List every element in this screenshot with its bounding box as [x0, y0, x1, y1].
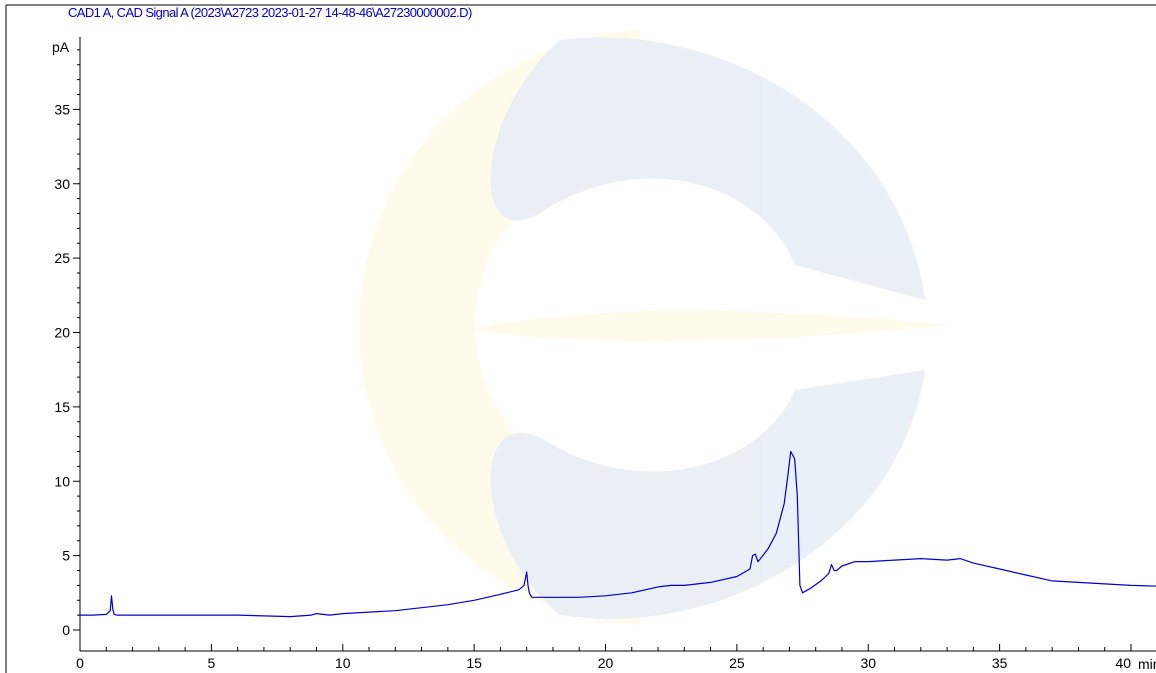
- y-tick-label: 10: [54, 473, 70, 489]
- x-ticks: 0 5 10 15 20 25 30 35 40: [76, 644, 1132, 671]
- y-tick-label: 25: [54, 250, 70, 266]
- x-tick-label: 0: [76, 655, 84, 671]
- y-tick-label: 30: [54, 176, 70, 192]
- x-tick-label: 10: [335, 655, 351, 671]
- x-tick-label: 25: [729, 655, 745, 671]
- y-ticks: 0 5 10 15 20 25 30 35: [54, 49, 80, 638]
- x-tick-label: 35: [992, 655, 1008, 671]
- x-tick-label: 5: [207, 655, 215, 671]
- watermark-blue-arc-lower: [490, 370, 925, 619]
- x-tick-label: 40: [1115, 655, 1131, 671]
- y-tick-label: 5: [62, 548, 70, 564]
- x-axis-unit: min: [1138, 656, 1156, 672]
- signal-trace: [80, 450, 1156, 618]
- y-tick-label: 35: [54, 101, 70, 117]
- watermark-logo: [359, 30, 950, 625]
- series-layer: [80, 450, 1156, 618]
- x-tick-label: 30: [860, 655, 876, 671]
- watermark-wing: [470, 310, 950, 342]
- x-tick-label: 20: [598, 655, 614, 671]
- chart-title: CAD1 A, CAD Signal A (2023\A2723 2023-01…: [68, 5, 472, 20]
- y-tick-label: 20: [54, 325, 70, 341]
- watermark-blue-arc: [490, 37, 925, 301]
- y-axis-unit: pA: [52, 39, 70, 55]
- y-tick-label: 15: [54, 399, 70, 415]
- x-tick-label: 15: [466, 655, 482, 671]
- y-tick-label: 0: [62, 622, 70, 638]
